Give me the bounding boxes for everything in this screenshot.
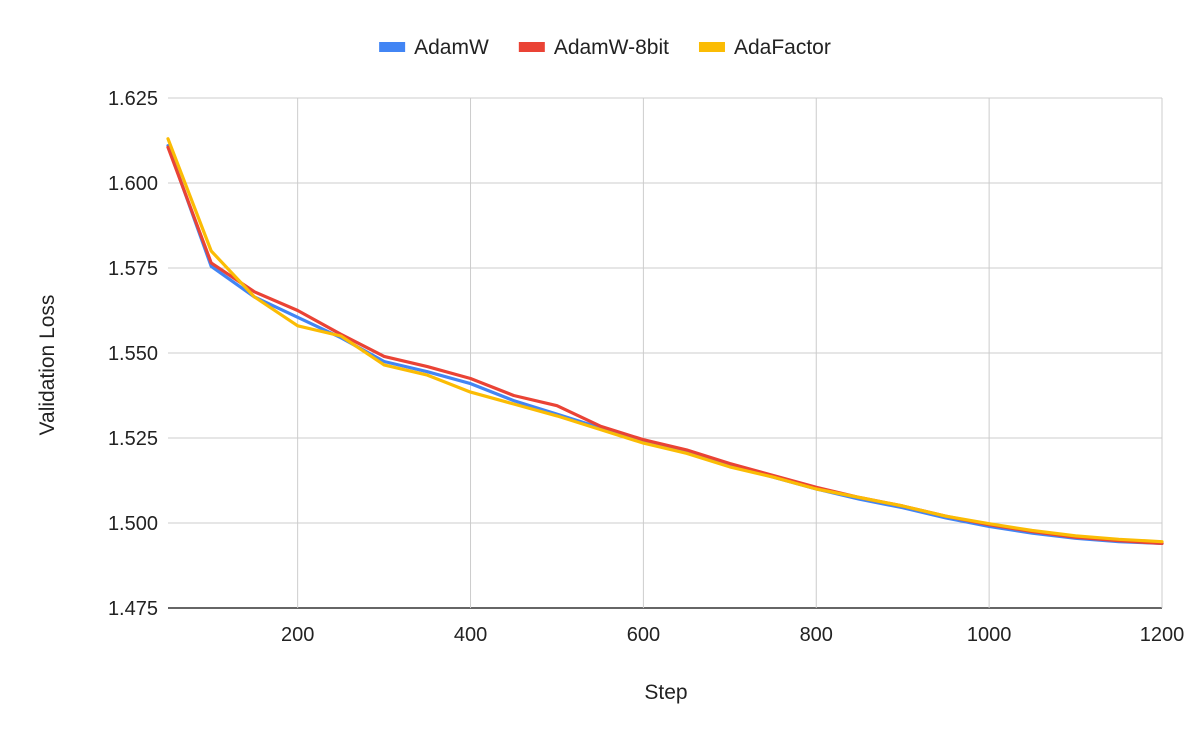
y-axis-ticks: 1.475 1.500 1.525 1.550 1.575 1.600 1.625: [108, 88, 158, 620]
y-axis-title: Validation Loss: [36, 295, 59, 436]
y-tick-label: 1.525: [108, 428, 158, 450]
x-axis-title: Step: [644, 681, 687, 704]
x-axis-ticks: 200 400 600 800 1000 1200: [281, 624, 1184, 646]
legend-label-adamw: AdamW: [414, 36, 489, 59]
y-tick-label: 1.600: [108, 173, 158, 195]
legend-swatch-adafactor: [698, 42, 725, 52]
legend: AdamW AdamW-8bit AdaFactor: [379, 36, 831, 59]
grid: [168, 97, 1163, 609]
series-line-adafactor: [166, 137, 1164, 544]
y-tick-label: 1.575: [108, 258, 158, 280]
y-tick-label: 1.625: [108, 88, 158, 110]
x-tick-label: 200: [281, 624, 314, 646]
legend-label-adamw-8bit: AdamW-8bit: [554, 36, 669, 59]
y-tick-label: 1.500: [108, 513, 158, 535]
series-line-adamw-8bit: [166, 145, 1164, 546]
x-tick-label: 1200: [1140, 624, 1185, 646]
legend-swatch-adamw-8bit: [518, 42, 545, 52]
x-tick-label: 400: [454, 624, 487, 646]
x-tick-label: 800: [800, 624, 833, 646]
series-line-adamw: [166, 144, 1164, 546]
legend-swatch-adamw: [379, 42, 406, 52]
y-tick-label: 1.475: [108, 598, 158, 620]
series-lines: [166, 137, 1164, 546]
x-tick-label: 1000: [967, 624, 1012, 646]
y-tick-label: 1.550: [108, 343, 158, 365]
x-tick-label: 600: [627, 624, 660, 646]
legend-label-adafactor: AdaFactor: [734, 36, 831, 59]
